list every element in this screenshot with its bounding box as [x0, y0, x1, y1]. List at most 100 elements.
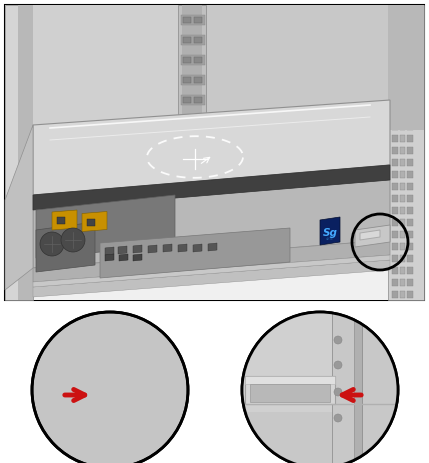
- Bar: [392, 231, 398, 238]
- Bar: [400, 267, 405, 274]
- Bar: [407, 267, 413, 274]
- Bar: [95, 376, 185, 404]
- Bar: [183, 137, 191, 143]
- Polygon shape: [33, 165, 390, 268]
- Bar: [392, 135, 398, 142]
- Polygon shape: [163, 244, 172, 252]
- Bar: [400, 111, 405, 118]
- Bar: [183, 17, 191, 23]
- Bar: [407, 135, 413, 142]
- Bar: [178, 5, 206, 155]
- Bar: [400, 27, 405, 34]
- Bar: [392, 75, 398, 82]
- Bar: [183, 117, 191, 123]
- Bar: [392, 63, 398, 70]
- Bar: [242, 312, 398, 463]
- Bar: [392, 159, 398, 166]
- Polygon shape: [245, 376, 335, 384]
- Bar: [250, 384, 330, 402]
- Bar: [392, 39, 398, 46]
- Bar: [5, 5, 424, 300]
- Bar: [194, 57, 202, 63]
- Bar: [400, 171, 405, 178]
- Bar: [392, 111, 398, 118]
- Bar: [70, 312, 100, 463]
- Bar: [5, 5, 424, 300]
- Bar: [18, 5, 33, 300]
- Bar: [400, 75, 405, 82]
- Bar: [400, 219, 405, 226]
- Bar: [245, 376, 335, 404]
- Bar: [242, 312, 332, 412]
- Bar: [183, 77, 191, 83]
- Circle shape: [68, 336, 76, 344]
- Bar: [407, 231, 413, 238]
- Bar: [407, 291, 413, 298]
- Bar: [407, 159, 413, 166]
- Polygon shape: [208, 243, 217, 251]
- Bar: [400, 243, 405, 250]
- Circle shape: [68, 388, 76, 396]
- Bar: [392, 87, 398, 94]
- Bar: [400, 291, 405, 298]
- Bar: [194, 97, 202, 103]
- Bar: [181, 135, 205, 145]
- Bar: [407, 279, 413, 286]
- Bar: [407, 207, 413, 214]
- Bar: [388, 5, 424, 300]
- Polygon shape: [193, 244, 202, 252]
- Bar: [407, 123, 413, 130]
- Bar: [181, 75, 205, 85]
- Bar: [68, 312, 76, 463]
- Bar: [194, 137, 202, 143]
- Polygon shape: [5, 125, 33, 290]
- Polygon shape: [32, 400, 188, 463]
- Bar: [100, 312, 190, 412]
- Bar: [392, 219, 398, 226]
- Polygon shape: [33, 255, 390, 287]
- Bar: [57, 217, 65, 224]
- Bar: [392, 171, 398, 178]
- Polygon shape: [33, 165, 390, 210]
- Polygon shape: [360, 230, 380, 240]
- Polygon shape: [36, 195, 175, 258]
- Bar: [407, 171, 413, 178]
- Bar: [392, 183, 398, 190]
- Bar: [400, 63, 405, 70]
- Bar: [407, 219, 413, 226]
- Bar: [407, 195, 413, 202]
- Circle shape: [334, 336, 342, 344]
- Bar: [407, 183, 413, 190]
- Bar: [407, 99, 413, 106]
- Bar: [392, 99, 398, 106]
- Polygon shape: [100, 228, 290, 278]
- Polygon shape: [33, 100, 390, 195]
- Bar: [407, 111, 413, 118]
- Bar: [354, 312, 362, 463]
- Bar: [32, 312, 188, 463]
- Bar: [400, 135, 405, 142]
- Bar: [407, 255, 413, 262]
- Polygon shape: [105, 254, 114, 261]
- Polygon shape: [206, 5, 388, 130]
- Bar: [194, 77, 202, 83]
- Circle shape: [40, 232, 64, 256]
- Polygon shape: [119, 254, 128, 261]
- Bar: [407, 27, 413, 34]
- Bar: [400, 183, 405, 190]
- Bar: [392, 15, 398, 22]
- Bar: [183, 37, 191, 43]
- Circle shape: [68, 414, 76, 422]
- Bar: [181, 95, 205, 105]
- Circle shape: [334, 414, 342, 422]
- Bar: [407, 243, 413, 250]
- Polygon shape: [105, 247, 114, 255]
- Bar: [400, 195, 405, 202]
- Bar: [400, 39, 405, 46]
- Bar: [5, 5, 33, 300]
- Bar: [194, 37, 202, 43]
- Bar: [392, 51, 398, 58]
- Bar: [194, 17, 202, 23]
- Polygon shape: [320, 217, 340, 245]
- Bar: [400, 99, 405, 106]
